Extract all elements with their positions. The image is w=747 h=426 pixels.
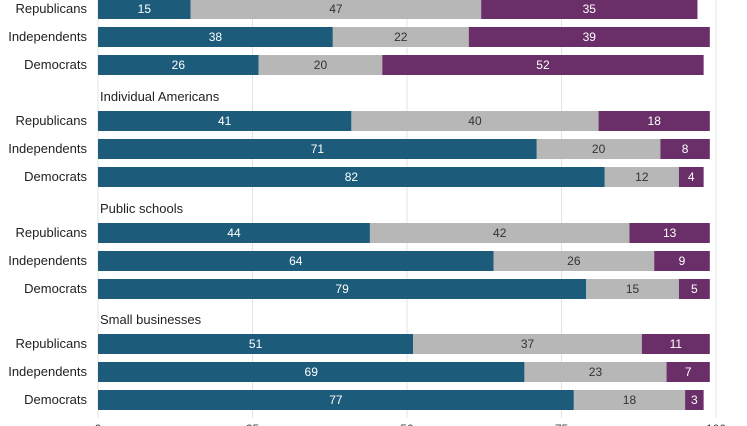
bar-segment [660, 139, 710, 159]
bar-segment [629, 223, 710, 243]
bar-value-label: 3 [691, 393, 698, 407]
bar-value-label: 4 [688, 170, 695, 184]
bar-value-label: 9 [679, 254, 686, 268]
bar-value-label: 37 [521, 337, 535, 351]
bar-segment [98, 390, 574, 410]
bar-segment [98, 362, 525, 382]
bar-segment [678, 279, 710, 299]
bar-value-label: 41 [218, 114, 232, 128]
bar-segment [524, 362, 667, 382]
bar-value-label: 11 [670, 337, 683, 351]
row-label: Democrats [24, 281, 87, 296]
bar-segment [666, 362, 710, 382]
bar-value-label: 15 [626, 282, 640, 296]
group-label: Individual Americans [100, 89, 220, 104]
bar-value-label: 71 [311, 142, 325, 156]
x-tick-label: 75 [555, 422, 569, 426]
bar-value-label: 38 [209, 30, 223, 44]
bar-value-label: 8 [682, 142, 689, 156]
bar-value-label: 22 [394, 30, 408, 44]
bar-segment [98, 223, 370, 243]
bar-value-label: 7 [685, 365, 692, 379]
bar-value-label: 77 [329, 393, 343, 407]
bar-segment [493, 251, 655, 271]
bar-value-label: 52 [536, 58, 550, 72]
bar-segment [586, 279, 679, 299]
bar-segment [98, 251, 494, 271]
group-label: Public schools [100, 201, 184, 216]
bar-segment [98, 27, 333, 47]
bar-value-label: 35 [583, 2, 597, 16]
bar-segment [98, 111, 352, 131]
bar-value-label: 26 [567, 254, 581, 268]
bar-value-label: 40 [468, 114, 482, 128]
bar-segment [481, 0, 698, 19]
x-tick-label: 50 [400, 422, 414, 426]
bar-segment [98, 139, 537, 159]
row-label: Democrats [24, 169, 87, 184]
bar-value-label: 18 [623, 393, 637, 407]
bar-value-label: 20 [592, 142, 606, 156]
bar-value-label: 15 [138, 2, 152, 16]
bar-segment [536, 139, 661, 159]
bar-value-label: 12 [635, 170, 649, 184]
bar-value-label: 47 [329, 2, 343, 16]
bar-segment [604, 167, 679, 187]
row-label: Republicans [15, 225, 87, 240]
bar-value-label: 5 [691, 282, 698, 296]
bar-segment [98, 279, 587, 299]
bar-segment [382, 55, 704, 75]
category-labels: Republicans Independents Democrats Individu… [8, 1, 220, 407]
bar-segment [685, 390, 704, 410]
bar-segment [98, 0, 191, 19]
bar-value-label: 42 [493, 226, 507, 240]
x-tick-label: 0 [95, 422, 102, 426]
bar-value-label: 13 [663, 226, 677, 240]
row-label: Republicans [15, 1, 87, 16]
bar-value-label: 44 [227, 226, 241, 240]
bar-segment [351, 111, 599, 131]
bar-segment [258, 55, 383, 75]
row-label: Democrats [24, 392, 87, 407]
bar-value-label: 23 [589, 365, 603, 379]
bar-segment [98, 334, 414, 354]
bar-segment [573, 390, 686, 410]
bar-segment [369, 223, 630, 243]
row-label: Republicans [15, 336, 87, 351]
row-label: Republicans [15, 113, 87, 128]
bar-segment [98, 55, 259, 75]
bar-value-label: 82 [345, 170, 359, 184]
row-label: Independents [8, 29, 87, 44]
bar-segment [598, 111, 710, 131]
bar-value-label: 64 [289, 254, 303, 268]
row-label: Independents [8, 253, 87, 268]
bar-segment [190, 0, 482, 19]
bar-segment [654, 251, 710, 271]
bar-value-label: 26 [172, 58, 186, 72]
bar-value-label: 51 [249, 337, 263, 351]
row-label: Independents [8, 141, 87, 156]
row-label: Independents [8, 364, 87, 379]
bar-value-label: 18 [648, 114, 662, 128]
bar-value-label: 79 [335, 282, 349, 296]
x-axis-ticks: 0 25 50 75 100 [95, 422, 727, 426]
bar-segment [641, 334, 710, 354]
group-label: Small businesses [100, 312, 202, 327]
bar-segment [413, 334, 642, 354]
bar-segment [332, 27, 469, 47]
bar-value-label: 69 [305, 365, 319, 379]
bar-segment [678, 167, 704, 187]
x-tick-label: 100 [706, 422, 726, 426]
row-label: Democrats [24, 57, 87, 72]
x-tick-label: 25 [246, 422, 260, 426]
bar-value-label: 20 [314, 58, 328, 72]
bar-segment [468, 27, 710, 47]
bar-value-label: 39 [583, 30, 597, 44]
bar-segment [98, 167, 605, 187]
